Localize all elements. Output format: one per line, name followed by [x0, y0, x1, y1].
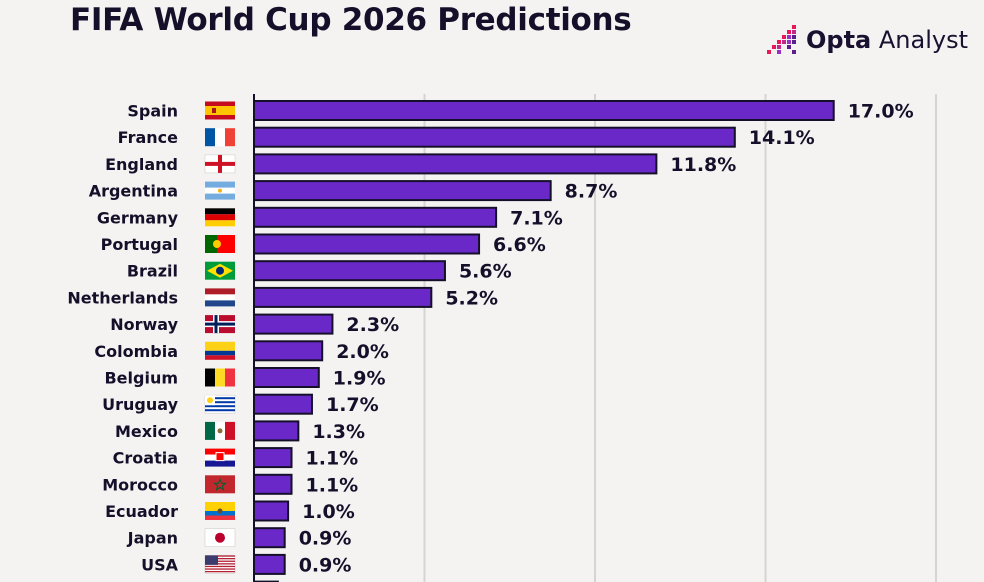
france-flag-icon [205, 128, 235, 147]
country-label: Norway [110, 315, 178, 334]
bar [253, 153, 658, 175]
uruguay-flag-icon [204, 394, 236, 414]
value-label: 1.9% [333, 368, 386, 390]
country-label: Argentina [89, 182, 178, 201]
opta-mark-icon [767, 25, 796, 54]
bar [253, 527, 286, 549]
country-label: Mexico [115, 422, 178, 441]
country-label: France [118, 128, 178, 147]
country-label: Morocco [102, 475, 178, 494]
bar [253, 447, 293, 469]
usa-flag-icon [204, 555, 236, 574]
bar [253, 313, 334, 335]
bar [253, 367, 320, 388]
spain-flag-icon [205, 101, 235, 120]
bar [253, 340, 324, 362]
brazil-flag-icon [205, 261, 235, 280]
country-label: Spain [127, 102, 178, 121]
country-label: Uruguay [102, 395, 178, 414]
value-label: 11.8% [670, 154, 736, 176]
bar [253, 553, 286, 575]
value-label: 0.9% [299, 554, 352, 576]
bar [253, 233, 481, 255]
logo-word-analyst: Analyst [878, 26, 969, 54]
chart-title: FIFA World Cup 2026 Predictions [70, 2, 632, 38]
value-label: 2.3% [346, 314, 399, 336]
country-label: Netherlands [67, 288, 178, 307]
bar [253, 206, 498, 228]
value-label: 14.1% [749, 127, 815, 149]
germany-flag-icon [205, 208, 235, 227]
country-label: Ecuador [105, 502, 178, 521]
portugal-flag-icon [205, 235, 235, 253]
country-label: Germany [97, 208, 179, 227]
country-label: Belgium [104, 369, 178, 388]
argentina-flag-icon [205, 181, 235, 200]
bar [253, 500, 290, 522]
logo-word-opta: Opta [806, 26, 872, 54]
country-label: Croatia [113, 449, 178, 468]
value-label: 7.1% [510, 207, 563, 229]
bar [253, 420, 300, 442]
bar [253, 260, 446, 282]
norway-flag-icon [205, 315, 235, 334]
bar [253, 286, 433, 308]
value-label: 0.9% [299, 528, 352, 550]
bar [253, 126, 736, 148]
bar [253, 100, 835, 121]
country-label: USA [141, 555, 179, 574]
morocco-flag-icon [205, 475, 235, 494]
value-label: 1.0% [302, 501, 355, 523]
value-label: 1.7% [326, 394, 379, 416]
england-flag-icon [204, 154, 236, 174]
country-label: Portugal [101, 235, 178, 254]
value-label: 5.2% [445, 287, 498, 309]
value-label: 1.1% [306, 448, 359, 470]
country-label: Japan [127, 529, 178, 548]
country-label: England [105, 155, 178, 174]
bar [253, 473, 293, 495]
value-label: 2.0% [336, 341, 389, 363]
country-label: Brazil [127, 262, 178, 281]
value-label: 17.0% [848, 101, 914, 123]
croatia-flag-icon [205, 448, 235, 467]
japan-flag-icon [204, 528, 236, 548]
ecuador-flag-icon [205, 502, 235, 520]
bar [253, 393, 313, 415]
bar [253, 180, 552, 202]
value-label: 6.6% [493, 234, 546, 256]
value-label: 8.7% [565, 181, 618, 203]
belgium-flag-icon [205, 368, 235, 387]
country-label: Colombia [94, 342, 178, 361]
netherlands-flag-icon [205, 288, 235, 307]
colombia-flag-icon [205, 341, 235, 360]
opta-analyst-logo: Opta Analyst [764, 20, 968, 60]
value-label: 1.3% [312, 421, 365, 443]
value-label: 1.1% [306, 474, 359, 496]
value-label: 5.6% [459, 261, 512, 283]
mexico-flag-icon [205, 421, 235, 440]
